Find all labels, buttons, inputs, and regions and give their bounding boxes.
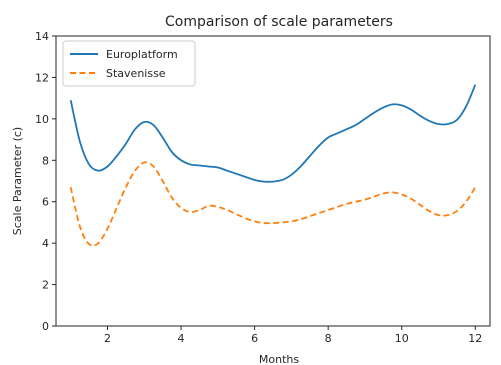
y-tick-label: 12 <box>35 71 49 84</box>
y-tick-label: 4 <box>42 237 49 250</box>
x-tick-label: 10 <box>395 332 409 345</box>
legend-label-europlatform: Europlatform <box>106 48 178 61</box>
y-tick-label: 0 <box>42 320 49 333</box>
x-tick-label: 2 <box>104 332 111 345</box>
y-axis-label: Scale Parameter (c) <box>11 127 24 235</box>
legend-label-stavenisse: Stavenisse <box>106 67 166 80</box>
legend: Europlatform Stavenisse <box>62 40 196 87</box>
x-tick-label: 4 <box>178 332 185 345</box>
tick-group: 2 4 6 8 10 12 0 2 4 6 8 10 12 14 <box>35 30 482 345</box>
plot-frame <box>55 35 491 327</box>
chart-title: Comparison of scale parameters <box>165 14 393 30</box>
y-tick-label: 10 <box>35 113 49 126</box>
x-tick-label: 6 <box>251 332 258 345</box>
y-tick-label: 8 <box>42 154 49 167</box>
series-line-europlatform <box>69 84 477 183</box>
y-tick-label: 6 <box>42 196 49 209</box>
legend-box <box>62 40 196 87</box>
series-line-stavenisse <box>69 161 477 247</box>
x-tick-label: 8 <box>325 332 332 345</box>
x-tick-label: 12 <box>468 332 482 345</box>
y-tick-label: 2 <box>42 279 49 292</box>
x-axis-label: Months <box>259 353 299 365</box>
y-tick-label: 14 <box>35 30 49 43</box>
series-group <box>69 84 477 247</box>
